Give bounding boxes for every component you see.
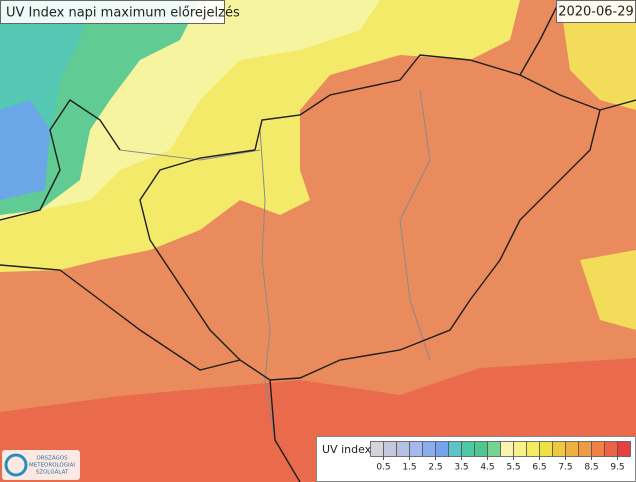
yellow-zone-southeast — [580, 250, 636, 330]
legend-swatch — [526, 441, 540, 457]
legend-swatch — [513, 441, 527, 457]
legend-tick-label: 1.5 — [402, 463, 416, 473]
legend-title: UV index — [322, 443, 372, 456]
legend-swatch — [474, 441, 488, 457]
legend-tick-label: 8.5 — [584, 463, 598, 473]
legend-swatch — [396, 441, 410, 457]
legend-swatch — [409, 441, 423, 457]
logo-line: SZOLGÁLAT — [36, 469, 69, 476]
logo-icon — [4, 453, 28, 477]
legend-tick-label: 7.5 — [558, 463, 572, 473]
legend-swatch — [461, 441, 475, 457]
blue-zone — [0, 100, 50, 200]
legend-tick-label: 2.5 — [428, 463, 442, 473]
legend-swatch — [578, 441, 592, 457]
legend-tick-label: 9.5 — [610, 463, 624, 473]
rivers — [119, 89, 431, 441]
legend-swatch — [565, 441, 579, 457]
date: 2020-06-29 — [558, 5, 634, 20]
legend-swatch — [383, 441, 397, 457]
title-box — [0, 0, 225, 24]
legend: 0.5 1.5 2.5 3.5 4.5 5.5 6.5 7.5 8.5 9.5 — [370, 441, 631, 473]
legend-swatch — [370, 441, 384, 457]
legend-swatch — [487, 441, 501, 457]
logo-line: ORSZÁGOS — [36, 455, 68, 462]
logo-line: METEOROLÓGIAI — [29, 462, 75, 469]
legend-tick-label: 3.5 — [454, 463, 468, 473]
legend-swatch — [539, 441, 553, 457]
legend-tick-label: 5.5 — [506, 463, 520, 473]
legend-tick-label: 0.5 — [376, 463, 390, 473]
legend-swatch — [435, 441, 449, 457]
legend-swatch — [448, 441, 462, 457]
yellow-zone-east — [560, 0, 636, 110]
legend-tick-label: 6.5 — [532, 463, 546, 473]
legend-tick-label: 4.5 — [480, 463, 494, 473]
legend-swatch — [552, 441, 566, 457]
legend-swatch — [591, 441, 605, 457]
legend-swatch — [617, 441, 631, 457]
legend-swatch — [500, 441, 514, 457]
legend-swatch — [604, 441, 618, 457]
title: UV Index napi maximum előrejelzés — [6, 6, 240, 21]
legend-swatch — [422, 441, 436, 457]
